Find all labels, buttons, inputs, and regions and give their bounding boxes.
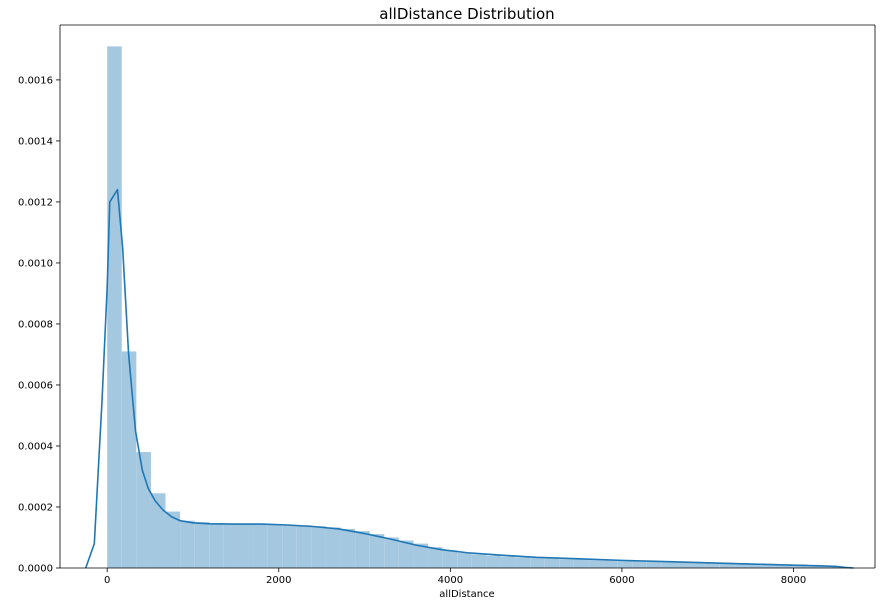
histogram-bar [282, 524, 297, 568]
histogram-bar [632, 560, 647, 568]
histogram-bar [355, 531, 370, 568]
histogram-bar [267, 524, 283, 568]
histogram-bar [661, 561, 676, 568]
histogram-bar [121, 351, 137, 568]
histogram-bar [471, 554, 487, 568]
y-tick-label: 0.0002 [18, 502, 53, 513]
histogram-bars [107, 46, 837, 568]
histogram-bar [209, 523, 224, 568]
x-tick-label: 4000 [438, 575, 463, 586]
histogram-bar [296, 525, 312, 568]
histogram-bar [150, 493, 166, 568]
histogram-bar [136, 452, 151, 568]
y-tick-label: 0.0014 [18, 136, 53, 147]
histogram-bar [515, 557, 531, 568]
histogram-bar [398, 540, 414, 568]
histogram-bar [107, 46, 122, 568]
histogram-bar [705, 562, 720, 568]
histogram-bar [719, 562, 735, 568]
histogram-bar [734, 563, 749, 568]
histogram-bar [413, 543, 429, 568]
histogram-bar [253, 524, 268, 568]
kde-line [84, 188, 854, 569]
histogram-bar [588, 560, 604, 568]
histogram-bar [544, 558, 560, 568]
x-tick-label: 0 [104, 575, 110, 586]
histogram-bar [778, 564, 793, 568]
histogram-bar [194, 522, 210, 568]
y-tick-label: 0.0008 [18, 319, 53, 330]
histogram-bar [457, 552, 472, 568]
histogram-bar [428, 547, 443, 568]
histogram-bar [369, 534, 385, 568]
histogram-bar [311, 526, 326, 568]
histogram-bar [238, 524, 254, 568]
histogram-bar [165, 511, 181, 568]
x-tick-label: 2000 [266, 575, 291, 586]
histogram-bar [675, 561, 691, 568]
y-tick-label: 0.0006 [18, 380, 53, 391]
histogram-bar [325, 527, 341, 568]
kde-layer [84, 188, 854, 569]
histogram-bar [180, 520, 195, 568]
histogram-bar [340, 528, 356, 568]
histogram-bar [559, 559, 574, 568]
chart-title: allDistance Distribution [379, 5, 554, 23]
histogram-bar [223, 523, 239, 568]
y-ticks: 0.0000 0.0002 0.0004 0.0006 0.0008 0.0010 0.00… [18, 75, 60, 575]
histogram-bar [573, 559, 589, 568]
y-tick-label: 0.0016 [18, 75, 53, 86]
x-tick-label: 8000 [781, 575, 806, 586]
histogram-bar [530, 557, 545, 568]
histogram-bar [690, 562, 706, 568]
histogram-bar [486, 555, 501, 568]
y-tick-label: 0.0000 [18, 564, 53, 575]
histogram-bar [646, 561, 662, 568]
histogram-bar [442, 550, 458, 568]
x-ticks: 0 2000 4000 6000 8000 [104, 568, 806, 586]
histogram-bar [603, 560, 618, 568]
histogram-bar [617, 560, 633, 568]
y-tick-label: 0.0012 [18, 197, 53, 208]
histogram-bar [763, 563, 779, 568]
histogram-bar [500, 556, 516, 568]
y-tick-label: 0.0010 [18, 258, 53, 269]
x-tick-label: 6000 [609, 575, 634, 586]
axes [59, 24, 876, 569]
histogram-bar [384, 537, 399, 568]
x-axis-label: allDistance [439, 589, 494, 600]
histogram-bar [748, 563, 764, 568]
y-tick-label: 0.0004 [18, 441, 53, 452]
